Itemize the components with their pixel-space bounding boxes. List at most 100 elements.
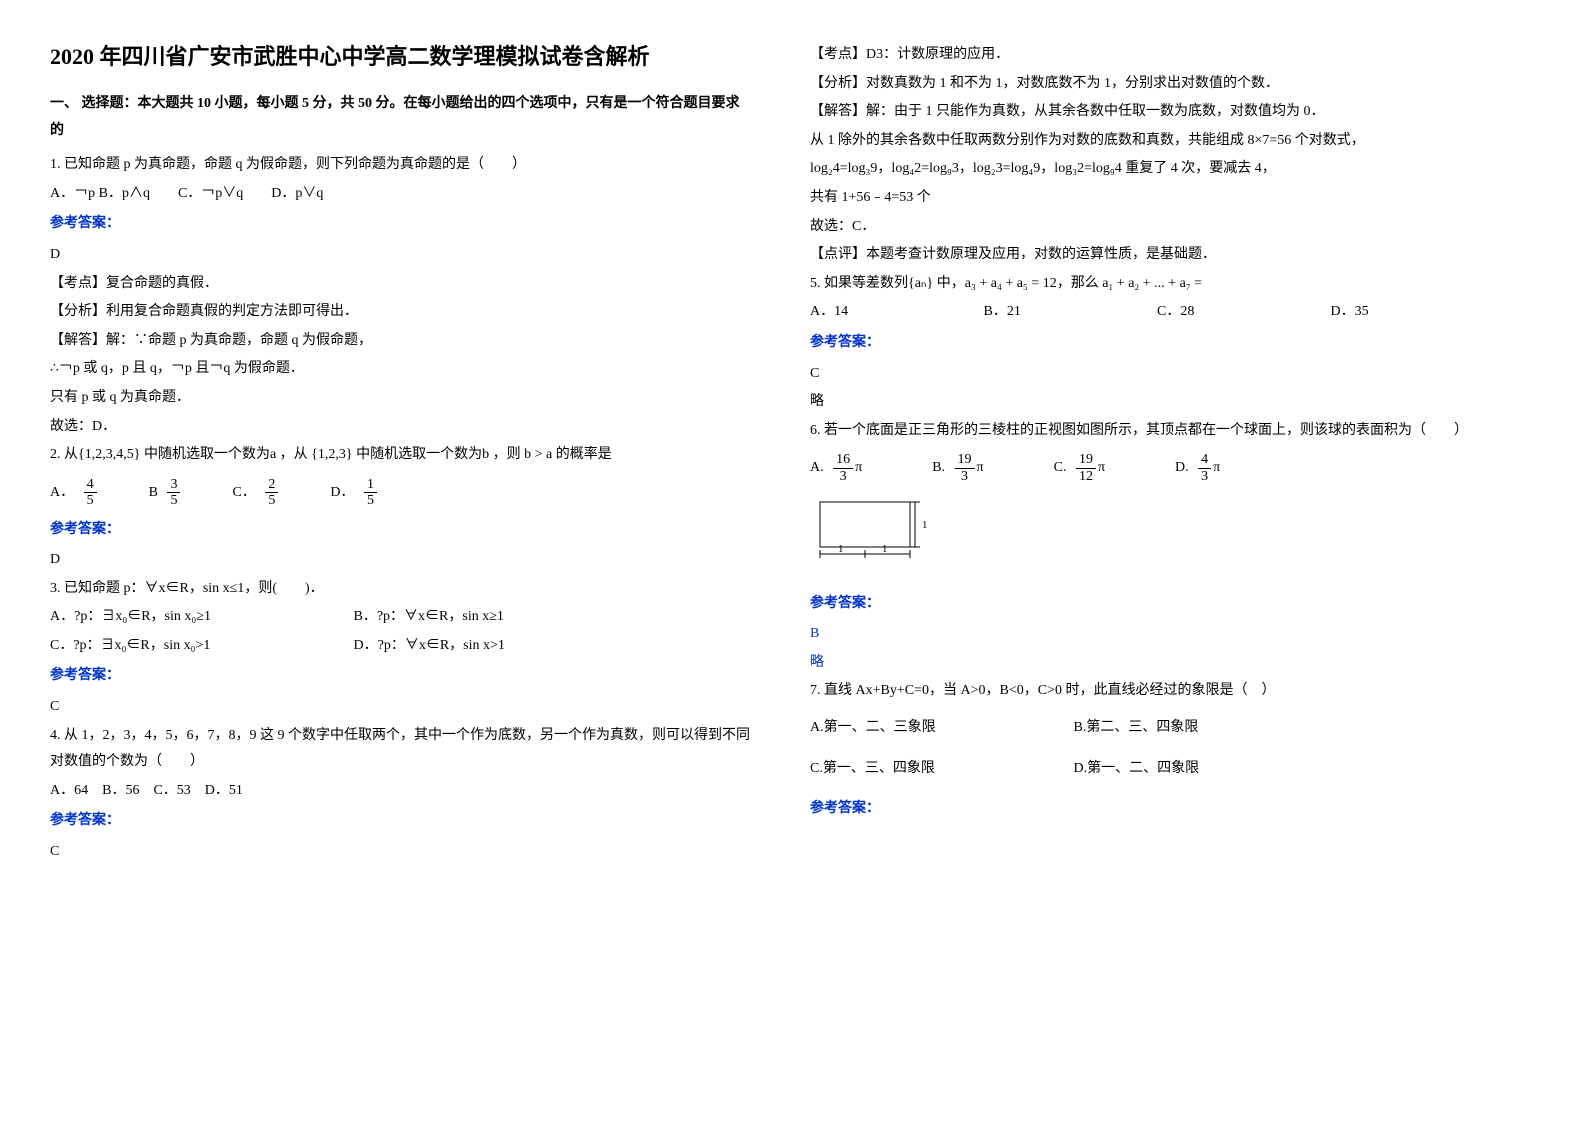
q2-text: 2. 从 [50,447,78,462]
svg-text:1: 1 [882,543,888,555]
q4-note: 【解答】解：由于 1 只能作为真数，从其余各数中任取一数为底数，对数值均为 0． [810,99,1510,126]
q5-optB: B．21 [984,299,1154,326]
q1-answer: D [50,242,750,269]
q5-text: 5. 如果等差数列 [810,276,908,291]
answer-label: 参考答案： [50,211,750,238]
q4-note: 【考点】D3：计数原理的应用． [810,42,1510,69]
q2-optB: B 35 [149,477,183,509]
q2-text: ，从 [276,447,311,462]
denominator: 5 [364,493,377,508]
opt-label: C． [232,485,255,500]
q3-opts-row1: A．?p：∃x₀∈R，sin x₀≥1 B．?p：∀x∈R，sin x≥1 [50,604,750,631]
q3-opts-row2: C．?p：∃x₀∈R，sin x₀>1 D．?p：∀x∈R，sin x>1 [50,633,750,660]
right-column: 【考点】D3：计数原理的应用． 【分析】对数真数为 1 和不为 1，对数底数不为… [810,40,1510,868]
q5-answer: C [810,361,1510,388]
numerator: 2 [265,477,278,493]
q7-optA: A.第一、二、三象限 [810,715,1070,742]
answer-label: 参考答案： [810,796,1510,823]
q4-stem: 4. 从 1，2，3，4，5，6，7，8，9 这 9 个数字中任取两个，其中一个… [50,723,750,776]
q6-options: A. 163π B. 193π C. 1912π D. 43π [810,452,1510,484]
numerator: 3 [167,477,180,493]
q2-options: A． 45 B 35 C． 25 D． 15 [50,477,750,509]
fraction: 43 [1198,452,1211,484]
denominator: 3 [955,469,975,484]
denominator: 5 [84,493,97,508]
q6-note: 略 [810,650,1510,677]
q6-diagram: 1 1 1 [810,492,1510,573]
numerator: 1 [364,477,377,493]
q2-set1: {1,2,3,4,5} [78,447,140,462]
q4-note: 【点评】本题考查计数原理及应用，对数的运算性质，是基础题． [810,242,1510,269]
q4-note: 共有 1+56﹣4=53 个 [810,185,1510,212]
q1-options: A．￢p B．p∧q C．￢p∨q D．p∨q [50,181,750,208]
fraction: 35 [167,477,180,509]
q6-optA: A. 163π [810,452,862,484]
q5-optD: D．35 [1331,304,1369,319]
q3-optB: B．?p：∀x∈R，sin x≥1 [354,609,504,624]
q3-answer: C [50,694,750,721]
numerator: 4 [84,477,97,493]
opt-label: C. [1054,460,1067,475]
q1-note: 【解答】解：∵命题 p 为真命题，命题 q 为假命题， [50,328,750,355]
pi-symbol: π [977,460,984,475]
q3-optC: C．?p：∃x₀∈R，sin x₀>1 [50,633,350,660]
q1-note: 【考点】复合命题的真假． [50,271,750,298]
answer-label: 参考答案： [50,517,750,544]
q5-text: 中，a₃ + a₄ + a₅ = 12，那么 a₁ + a₂ + ... + a… [933,276,1202,291]
q5-seq: {aₙ} [908,276,933,291]
denominator: 5 [265,493,278,508]
q2-stem: 2. 从{1,2,3,4,5} 中随机选取一个数为a ，从 {1,2,3} 中随… [50,442,750,469]
q2-optD: D． 15 [330,477,379,509]
q6-stem: 6. 若一个底面是正三角形的三棱柱的正视图如图所示，其顶点都在一个球面上，则该球… [810,418,1510,445]
svg-text:1: 1 [838,543,844,555]
q7-optD: D.第一、二、四象限 [1074,761,1200,776]
q7-opts-row1: A.第一、二、三象限 B.第二、三、四象限 [810,715,1510,742]
q4-note: 从 1 除外的其余各数中任取两数分别作为对数的底数和真数，共能组成 8×7=56… [810,128,1510,155]
q1-note: 故选：D． [50,414,750,441]
q5-optC: C．28 [1157,299,1327,326]
q5-note: 略 [810,389,1510,416]
fraction: 163 [833,452,853,484]
q2-answer: D [50,547,750,574]
q6-optB: B. 193π [932,452,983,484]
opt-label: D． [330,485,354,500]
q5-stem: 5. 如果等差数列{aₙ} 中，a₃ + a₄ + a₅ = 12，那么 a₁ … [810,271,1510,298]
svg-text:1: 1 [922,519,928,531]
q4-options: A．64 B．56 C．53 D．51 [50,778,750,805]
q1-note: ∴￢p 或 q，p 且 q，￢p 且￢q 为假命题． [50,356,750,383]
q6-answer: B [810,621,1510,648]
q1-note: 只有 p 或 q 为真命题． [50,385,750,412]
fraction: 1912 [1076,452,1096,484]
q4-note: 故选：C． [810,214,1510,241]
prism-front-view-icon: 1 1 1 [810,492,940,562]
opt-label: A. [810,460,824,475]
q5-options: A．14 B．21 C．28 D．35 [810,299,1510,326]
left-column: 2020 年四川省广安市武胜中心中学高二数学理模拟试卷含解析 一、 选择题：本大… [50,40,750,868]
q2-text: ，则 b > a 的概率是 [489,447,612,462]
fraction: 45 [84,477,97,509]
q5-optA: A．14 [810,299,980,326]
pi-symbol: π [1098,460,1105,475]
q3-optD: D．?p：∀x∈R，sin x>1 [354,638,505,653]
denominator: 3 [833,469,853,484]
q4-answer: C [50,839,750,866]
fraction: 15 [364,477,377,509]
q3-optA: A．?p：∃x₀∈R，sin x₀≥1 [50,604,350,631]
numerator: 19 [1076,452,1096,468]
q7-stem: 7. 直线 Ax+By+C=0，当 A>0，B<0，C>0 时，此直线必经过的象… [810,678,1510,705]
q2-text: 中随机选取一个数为 [140,447,270,462]
answer-label: 参考答案： [810,330,1510,357]
opt-label: D. [1175,460,1189,475]
q2-optC: C． 25 [232,477,280,509]
answer-label: 参考答案： [810,591,1510,618]
q6-optC: C. 1912π [1054,452,1105,484]
q3-stem: 3. 已知命题 p：∀x∈R，sin x≤1，则( )． [50,576,750,603]
exam-title: 2020 年四川省广安市武胜中心中学高二数学理模拟试卷含解析 [50,40,750,73]
q2-optA: A． 45 [50,477,99,509]
q4-note: log₂4=log₃9，log₄2=log₉3，log₂3=log₄9，log₃… [810,156,1510,183]
q4-note: 【分析】对数真数为 1 和不为 1，对数底数不为 1，分别求出对数值的个数． [810,71,1510,98]
denominator: 3 [1198,469,1211,484]
answer-label: 参考答案： [50,663,750,690]
numerator: 4 [1198,452,1211,468]
numerator: 19 [955,452,975,468]
